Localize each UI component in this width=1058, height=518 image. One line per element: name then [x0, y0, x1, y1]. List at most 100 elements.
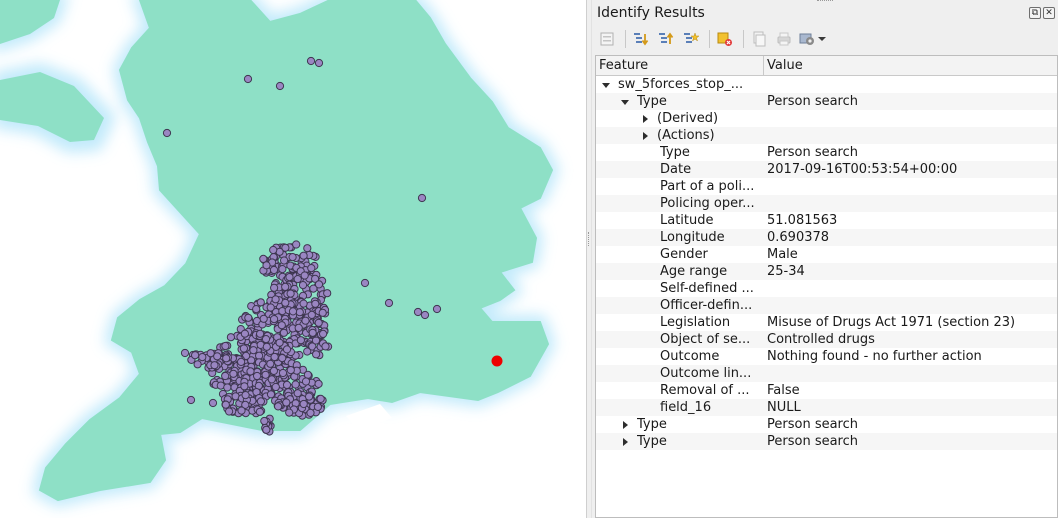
stop-search-point[interactable]	[307, 310, 316, 319]
stop-search-point[interactable]	[262, 425, 271, 434]
table-row[interactable]: Longitude 0.690378	[596, 229, 1057, 246]
stop-search-point[interactable]	[286, 366, 295, 375]
stop-search-point[interactable]	[267, 375, 276, 384]
copy-feature-button[interactable]	[748, 28, 770, 50]
stop-search-point[interactable]	[221, 400, 230, 409]
expand-arrow-icon[interactable]	[639, 130, 651, 142]
stop-search-point[interactable]	[266, 390, 276, 399]
stop-search-point[interactable]	[299, 399, 308, 409]
panel-splitter[interactable]	[586, 0, 592, 518]
stop-search-point[interactable]	[432, 304, 442, 314]
tree-row-feature[interactable]: Type Person search	[596, 416, 1057, 433]
stop-search-point[interactable]	[206, 349, 215, 358]
table-row[interactable]: Outcome Nothing found - no further action	[596, 348, 1057, 365]
stop-search-point[interactable]	[280, 256, 289, 265]
stop-search-point[interactable]	[308, 328, 317, 337]
collapse-tree-button[interactable]	[655, 28, 677, 50]
table-row[interactable]: field_16 NULL	[596, 399, 1057, 416]
stop-search-point[interactable]	[285, 408, 294, 417]
stop-search-point[interactable]	[282, 398, 291, 407]
stop-search-point[interactable]	[314, 318, 323, 327]
stop-search-point[interactable]	[293, 275, 302, 284]
stop-search-point[interactable]	[316, 394, 325, 403]
stop-search-point[interactable]	[262, 342, 271, 351]
stop-search-point[interactable]	[417, 193, 427, 203]
stop-search-point[interactable]	[274, 402, 283, 411]
expand-all-button[interactable]	[680, 28, 702, 50]
stop-search-point[interactable]	[282, 380, 292, 389]
table-row[interactable]: Gender Male	[596, 246, 1057, 263]
stop-search-point[interactable]	[282, 345, 292, 354]
table-row[interactable]: Part of a poli...	[596, 178, 1057, 195]
stop-search-point[interactable]	[271, 382, 280, 392]
map-svg[interactable]	[0, 0, 586, 518]
stop-search-point[interactable]	[360, 278, 370, 288]
print-button[interactable]	[773, 28, 795, 50]
column-header-feature[interactable]: Feature	[596, 56, 764, 75]
stop-search-point[interactable]	[295, 308, 304, 317]
stop-search-point[interactable]	[260, 416, 269, 426]
collapse-arrow-icon[interactable]	[619, 96, 631, 108]
stop-search-point[interactable]	[288, 307, 298, 316]
stop-search-point[interactable]	[198, 353, 207, 362]
stop-search-point[interactable]	[208, 398, 218, 408]
stop-search-point[interactable]	[261, 335, 271, 344]
clear-results-button[interactable]	[714, 28, 736, 50]
stop-search-point[interactable]	[281, 243, 290, 252]
tree-row-feature[interactable]: Type Person search	[596, 93, 1057, 110]
stop-search-point[interactable]	[413, 307, 423, 317]
stop-search-point[interactable]	[323, 289, 332, 298]
stop-search-point[interactable]	[303, 347, 312, 356]
stop-search-point[interactable]	[226, 333, 235, 342]
stop-search-point[interactable]	[301, 377, 311, 386]
stop-search-point[interactable]	[279, 328, 288, 337]
tree-row-feature[interactable]: Type Person search	[596, 433, 1057, 450]
stop-search-point[interactable]	[225, 407, 234, 416]
stop-search-point[interactable]	[301, 316, 310, 325]
stop-search-point[interactable]	[306, 56, 316, 66]
stop-search-point[interactable]	[193, 360, 202, 369]
tree-row-actions[interactable]: (Actions)	[596, 127, 1057, 144]
table-row[interactable]: Self-defined ...	[596, 280, 1057, 297]
stop-search-point[interactable]	[281, 282, 290, 291]
stop-search-point[interactable]	[252, 305, 261, 314]
stop-search-point[interactable]	[237, 406, 246, 415]
close-panel-button[interactable]: ✕	[1043, 7, 1055, 19]
stop-search-point[interactable]	[261, 370, 270, 379]
stop-search-point[interactable]	[256, 298, 265, 307]
stop-search-point[interactable]	[180, 348, 190, 358]
stop-search-point[interactable]	[249, 346, 258, 355]
stop-search-point[interactable]	[299, 251, 308, 260]
table-row[interactable]: Age range 25-34	[596, 263, 1057, 280]
stop-search-point[interactable]	[321, 342, 330, 351]
stop-search-point[interactable]	[292, 240, 301, 249]
stop-search-points[interactable]	[162, 56, 442, 436]
expand-tree-button[interactable]	[630, 28, 652, 50]
stop-search-point[interactable]	[162, 128, 172, 138]
stop-search-point[interactable]	[275, 81, 285, 91]
table-row[interactable]: Outcome lin...	[596, 365, 1057, 382]
stop-search-point[interactable]	[293, 389, 302, 398]
stop-search-point[interactable]	[213, 352, 222, 361]
stop-search-point[interactable]	[269, 265, 279, 275]
table-row[interactable]: Latitude 51.081563	[596, 212, 1057, 229]
stop-search-point[interactable]	[275, 338, 284, 347]
stop-search-point[interactable]	[229, 369, 238, 378]
table-row[interactable]: Policing oper...	[596, 195, 1057, 212]
stop-search-point[interactable]	[306, 408, 315, 417]
stop-search-point[interactable]	[312, 350, 321, 359]
stop-search-point[interactable]	[299, 299, 308, 308]
stop-search-point[interactable]	[255, 407, 264, 416]
tree-row-layer[interactable]: sw_5forces_stop_...	[596, 76, 1057, 93]
expand-arrow-icon[interactable]	[639, 113, 651, 125]
expand-arrow-icon[interactable]	[619, 436, 631, 448]
stop-search-point[interactable]	[286, 289, 295, 298]
stop-search-point[interactable]	[300, 271, 309, 280]
stop-search-point[interactable]	[319, 329, 328, 338]
stop-search-point[interactable]	[221, 371, 230, 381]
stop-search-point[interactable]	[384, 298, 394, 308]
stop-search-point[interactable]	[288, 253, 297, 262]
map-canvas[interactable]	[0, 0, 586, 518]
stop-search-point[interactable]	[244, 313, 253, 322]
stop-search-point[interactable]	[237, 357, 246, 366]
